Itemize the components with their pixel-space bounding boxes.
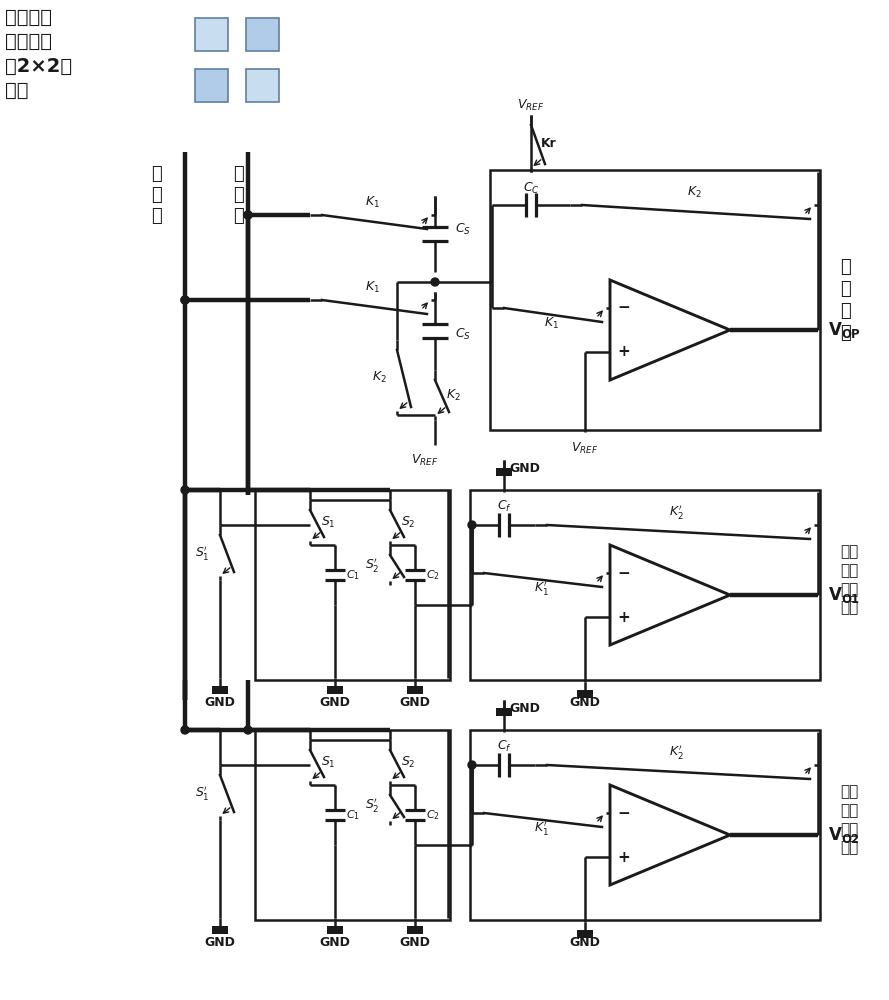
Bar <box>195 18 228 51</box>
Text: 第
二
列: 第 二 列 <box>233 165 244 225</box>
Bar <box>327 686 343 694</box>
Text: $K_2$: $K_2$ <box>686 184 701 200</box>
Circle shape <box>181 296 189 304</box>
Circle shape <box>181 726 189 734</box>
Circle shape <box>181 486 189 494</box>
Bar <box>327 926 343 934</box>
Bar <box>246 69 279 102</box>
Bar <box>255 730 450 920</box>
Text: $V_{REF}$: $V_{REF}$ <box>517 97 545 113</box>
Circle shape <box>181 296 189 304</box>
Circle shape <box>468 761 476 769</box>
Text: $S_2'$: $S_2'$ <box>364 556 380 574</box>
Text: $K_2'$: $K_2'$ <box>669 503 684 521</box>
Circle shape <box>431 278 439 286</box>
Text: $V_{REF}$: $V_{REF}$ <box>412 452 438 468</box>
Text: GND: GND <box>399 936 430 948</box>
Text: $C_C$: $C_C$ <box>523 180 540 196</box>
Text: $S_2$: $S_2$ <box>401 755 415 770</box>
Polygon shape <box>610 545 730 645</box>
Text: $S_2'$: $S_2'$ <box>364 796 380 814</box>
Text: 经过相关
双采样后
的2×2像
素块: 经过相关 双采样后 的2×2像 素块 <box>5 8 72 100</box>
Text: $C_f$: $C_f$ <box>497 738 511 754</box>
Text: $K_1$: $K_1$ <box>365 279 380 295</box>
Bar <box>490 170 820 430</box>
Text: +: + <box>618 609 630 624</box>
Text: $\mathbf{V_{O2}}$: $\mathbf{V_{O2}}$ <box>828 825 860 845</box>
Text: $K_2'$: $K_2'$ <box>669 743 684 761</box>
Bar <box>212 686 228 694</box>
Bar <box>407 686 423 694</box>
Text: $K_1'$: $K_1'$ <box>533 819 549 837</box>
Bar <box>496 708 512 716</box>
Text: $K_2$: $K_2$ <box>372 370 387 385</box>
Text: GND: GND <box>319 936 350 948</box>
Text: $C_S$: $C_S$ <box>455 221 471 237</box>
Text: 积
分
电
路: 积 分 电 路 <box>840 258 851 342</box>
Text: GND: GND <box>570 696 600 708</box>
Text: $S_1$: $S_1$ <box>321 755 335 770</box>
Text: $\mathbf{V_{O1}}$: $\mathbf{V_{O1}}$ <box>828 585 861 605</box>
Text: $K_2$: $K_2$ <box>445 387 461 403</box>
Text: GND: GND <box>399 696 430 708</box>
Text: $C_f$: $C_f$ <box>497 498 511 514</box>
Text: $S_1'$: $S_1'$ <box>195 544 209 562</box>
Bar <box>407 926 423 934</box>
Text: −: − <box>618 806 630 820</box>
Circle shape <box>468 521 476 529</box>
Text: +: + <box>618 344 630 360</box>
Text: Kr: Kr <box>541 137 557 150</box>
Text: 第
一
列: 第 一 列 <box>152 165 163 225</box>
Text: −: − <box>618 300 630 316</box>
Text: GND: GND <box>204 696 236 708</box>
Polygon shape <box>610 280 730 380</box>
Text: $C_S$: $C_S$ <box>455 326 471 342</box>
Bar <box>212 926 228 934</box>
Text: $S_2$: $S_2$ <box>401 515 415 530</box>
Bar <box>577 690 593 698</box>
Bar <box>577 930 593 938</box>
Bar <box>255 490 450 680</box>
Bar <box>470 730 820 920</box>
Circle shape <box>244 211 252 219</box>
Text: GND: GND <box>509 462 541 475</box>
Polygon shape <box>610 785 730 885</box>
Text: −: − <box>618 566 630 580</box>
Text: +: + <box>618 850 630 864</box>
Text: 第二
列的
存储
电路: 第二 列的 存储 电路 <box>840 545 858 615</box>
Text: $C_2$: $C_2$ <box>426 568 440 582</box>
Text: $K_1$: $K_1$ <box>543 315 558 331</box>
Bar <box>246 18 279 51</box>
Text: 第一
列的
存储
电路: 第一 列的 存储 电路 <box>840 785 858 855</box>
Bar <box>470 490 820 680</box>
Bar <box>195 69 228 102</box>
Text: GND: GND <box>509 702 541 714</box>
Text: $K_1'$: $K_1'$ <box>533 579 549 597</box>
Text: GND: GND <box>204 936 236 948</box>
Circle shape <box>244 211 252 219</box>
Text: $K_1$: $K_1$ <box>365 194 380 210</box>
Circle shape <box>244 726 252 734</box>
Text: GND: GND <box>570 936 600 948</box>
Text: $S_1$: $S_1$ <box>321 515 335 530</box>
Text: $C_2$: $C_2$ <box>426 808 440 822</box>
Bar <box>496 468 512 476</box>
Text: $C_1$: $C_1$ <box>346 808 360 822</box>
Text: $C_1$: $C_1$ <box>346 568 360 582</box>
Text: GND: GND <box>319 696 350 708</box>
Text: $\mathbf{V_{OP}}$: $\mathbf{V_{OP}}$ <box>828 320 861 340</box>
Text: $S_1'$: $S_1'$ <box>195 784 209 802</box>
Text: $V_{REF}$: $V_{REF}$ <box>572 440 598 456</box>
